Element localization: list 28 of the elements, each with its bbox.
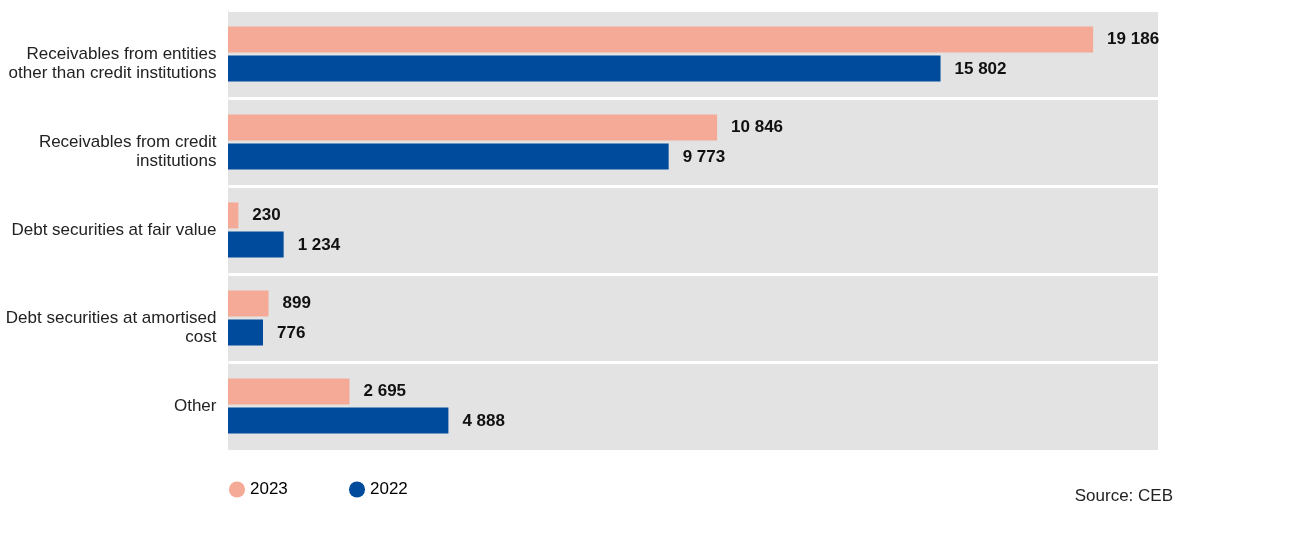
- legend-label: 2023: [250, 479, 288, 499]
- y-tick-label: Debt securities at amortised cost: [5, 308, 217, 346]
- bar: [228, 55, 941, 82]
- bar: [228, 114, 718, 141]
- data-label: 9 773: [682, 146, 726, 166]
- bar: [228, 202, 239, 229]
- data-label: 15 802: [954, 58, 1007, 78]
- y-tick-label: Receivables from credit institutions: [38, 132, 217, 170]
- bar: [228, 143, 669, 170]
- data-label: 776: [276, 322, 306, 342]
- data-label: 4 888: [462, 410, 505, 430]
- bar: [228, 319, 263, 346]
- data-label: 899: [282, 293, 311, 313]
- data-label: 230: [252, 205, 281, 225]
- data-label: 1 234: [297, 234, 341, 254]
- y-tick-label: Debt securities at fair value: [11, 220, 217, 239]
- bar: [228, 26, 1094, 53]
- y-tick-label: Receivables from entities other than credit institutions: [8, 44, 217, 82]
- bar: [228, 407, 449, 434]
- data-label: 2 695: [363, 381, 407, 401]
- data-label: 19 186: [1107, 29, 1160, 49]
- data-label: 10 846: [731, 117, 784, 137]
- source-note: Source: CEB: [1074, 486, 1173, 505]
- bar: [228, 378, 350, 405]
- legend-label: 2022: [370, 479, 408, 499]
- y-tick-label: Other: [173, 396, 217, 415]
- bar: [228, 231, 284, 258]
- bar: [228, 290, 269, 317]
